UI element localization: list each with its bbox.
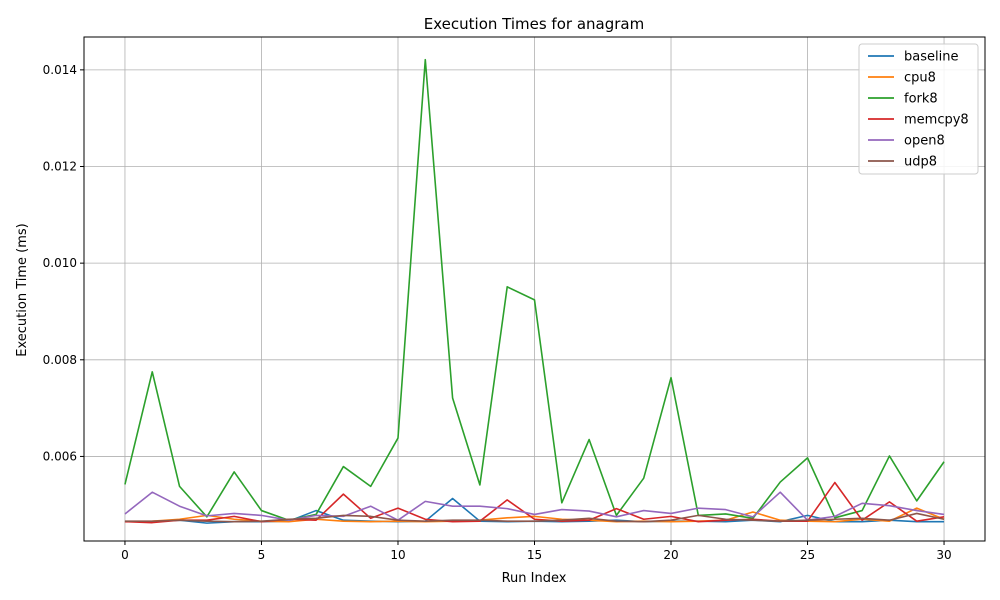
series-line-fork8 bbox=[124, 58, 945, 522]
x-tick-label: 20 bbox=[663, 548, 678, 562]
legend-label-fork8: fork8 bbox=[904, 92, 938, 107]
legend: baseline cpu8 fork8 memcpy8 open8 udp8 bbox=[858, 43, 979, 175]
y-tick-label: 0.012 bbox=[43, 160, 77, 174]
y-axis-label: Execution Time (ms) bbox=[15, 223, 30, 356]
legend-label-cpu8: cpu8 bbox=[904, 71, 936, 86]
legend-label-udp8: udp8 bbox=[904, 155, 937, 170]
series-line-udp8 bbox=[124, 512, 945, 523]
y-axis-ticks: 0.006 0.008 0.010 0.012 0.014 bbox=[43, 63, 84, 463]
x-tick-label: 30 bbox=[936, 548, 951, 562]
legend-label-open8: open8 bbox=[904, 134, 945, 149]
y-tick-label: 0.008 bbox=[43, 353, 77, 367]
x-tick-label: 15 bbox=[527, 548, 542, 562]
y-tick-label: 0.014 bbox=[43, 63, 77, 77]
chart-title: Execution Times for anagram bbox=[424, 15, 644, 33]
grid bbox=[84, 37, 985, 541]
x-tick-label: 10 bbox=[390, 548, 405, 562]
x-axis-ticks: 0 5 10 15 20 25 30 bbox=[121, 541, 952, 562]
y-tick-label: 0.010 bbox=[43, 256, 77, 270]
y-tick-label: 0.006 bbox=[43, 449, 77, 463]
legend-label-memcpy8: memcpy8 bbox=[904, 113, 969, 128]
plot-area: 0 5 10 15 20 25 30 0.006 0.008 0.010 0.012 0.014 bbox=[43, 36, 986, 562]
series-lines bbox=[124, 58, 945, 524]
x-axis-label: Run Index bbox=[502, 571, 567, 586]
x-tick-label: 25 bbox=[800, 548, 815, 562]
x-tick-label: 0 bbox=[121, 548, 129, 562]
x-tick-label: 5 bbox=[258, 548, 266, 562]
legend-label-baseline: baseline bbox=[904, 50, 958, 65]
